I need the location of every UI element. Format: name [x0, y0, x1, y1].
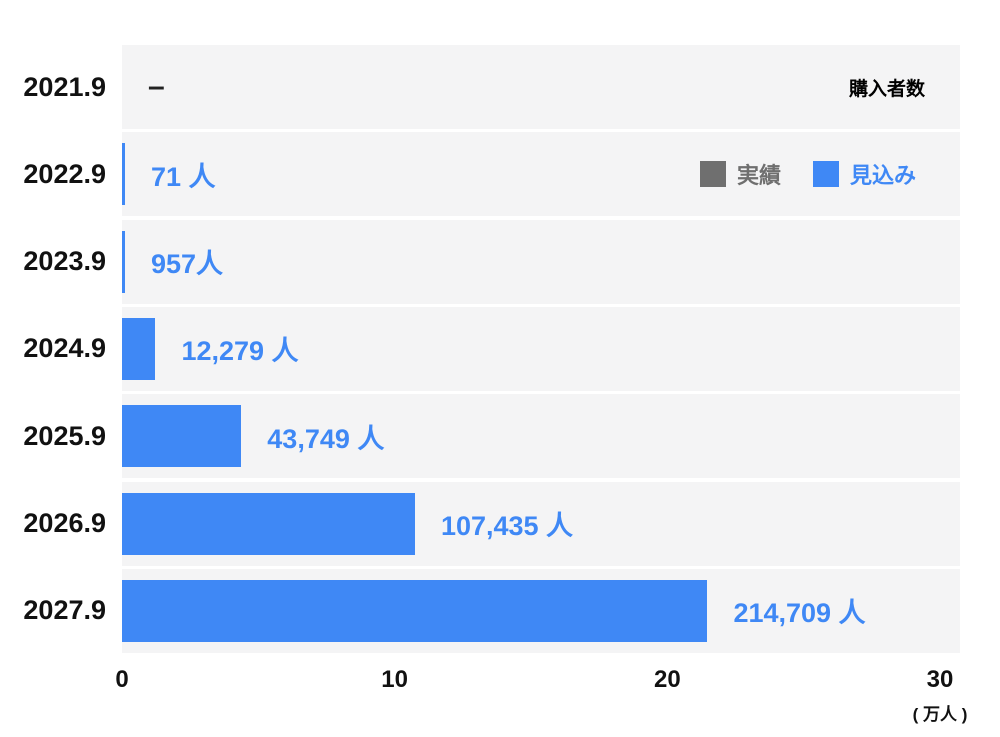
legend: 実績 見込み	[699, 132, 916, 216]
category-label: 2025.9	[23, 420, 106, 451]
legend-label-forecast: 見込み	[849, 163, 916, 188]
category-label: 2027.9	[23, 595, 106, 626]
legend-item-actual: 実績	[699, 158, 781, 190]
chart-row: 2026.9 107,435 人	[0, 481, 1000, 566]
category-label: 2023.9	[23, 246, 106, 277]
value-label: 71 人	[151, 161, 216, 192]
chart-row: 2027.9 214,709 人	[0, 568, 1000, 653]
row-band: 957人	[122, 219, 960, 304]
forecast-bar	[122, 143, 125, 206]
chart-title: 購入者数	[848, 78, 925, 100]
x-axis-tick-label: 20	[653, 666, 681, 693]
chart-row: 2025.9 43,749 人	[0, 394, 1000, 479]
forecast-bar	[122, 405, 242, 468]
chart-row: 2023.9 957人	[0, 219, 1000, 304]
value-label: 107,435 人	[440, 511, 574, 541]
forecast-bar	[122, 579, 708, 642]
legend-swatch-actual-icon	[699, 161, 726, 187]
row-band: 107,435 人	[122, 481, 960, 566]
x-axis: 0 10 20 30	[0, 666, 1000, 700]
category-label: 2026.9	[23, 508, 106, 538]
x-axis-tick-label: 10	[381, 666, 409, 693]
legend-swatch-forecast-icon	[812, 161, 839, 187]
row-band: 214,709 人	[122, 568, 960, 653]
forecast-bar	[122, 317, 156, 380]
legend-item-forecast: 見込み	[812, 158, 916, 190]
forecast-bar	[122, 230, 125, 293]
value-label: 957人	[151, 249, 224, 280]
value-label: 12,279 人	[181, 336, 299, 367]
row-band: –	[122, 45, 960, 129]
value-label: 43,749 人	[267, 423, 385, 454]
value-label: 214,709 人	[733, 598, 866, 629]
row-band: 12,279 人	[122, 306, 960, 391]
category-label: 2022.9	[23, 158, 106, 189]
row-band: 43,749 人	[122, 394, 960, 479]
x-axis-tick-label: 0	[115, 666, 129, 693]
value-label: –	[148, 70, 165, 103]
x-axis-unit: ( 万人 )	[912, 705, 968, 724]
forecast-bar	[122, 492, 415, 555]
x-axis-tick-label: 30	[926, 666, 954, 693]
chart-row: 2021.9 –	[0, 45, 1000, 129]
category-label: 2021.9	[23, 71, 106, 102]
chart-row: 2024.9 12,279 人	[0, 306, 1000, 391]
legend-label-actual: 実績	[736, 163, 781, 188]
category-label: 2024.9	[23, 333, 106, 364]
